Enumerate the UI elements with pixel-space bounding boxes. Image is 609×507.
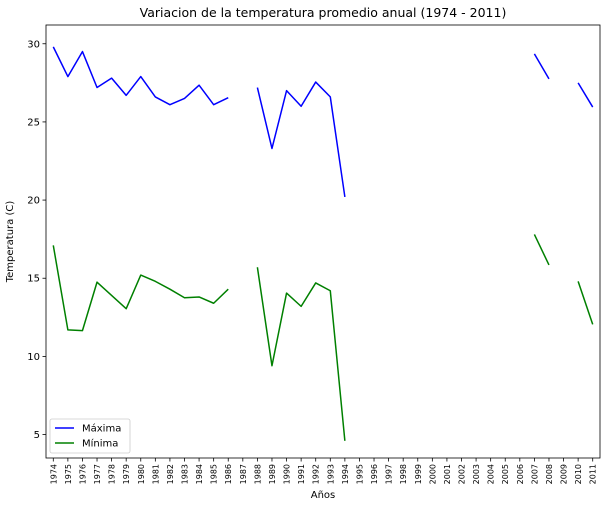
legend: Máxima Mínima (49, 418, 131, 454)
chart-title: Variacion de la temperatura promedio anu… (140, 5, 507, 20)
x-tick-label: 1991 (297, 464, 306, 484)
x-tick-label: 1992 (312, 464, 321, 484)
series-segment (577, 281, 594, 325)
series-line (52, 46, 594, 198)
y-tick-label: 15 (27, 274, 40, 285)
plot-area: 5 10 15 20 25 30 1974 1975 1976 1977 1978 1979 1980 1… (27, 39, 597, 484)
y-tick-label: 20 (27, 196, 40, 207)
y-axis-label: Temperatura (C) (5, 201, 16, 284)
y-tick-label: 30 (27, 39, 40, 50)
legend-label: Mínima (82, 438, 118, 450)
y-tick-label: 25 (27, 117, 40, 128)
x-tick-label: 1974 (49, 464, 58, 484)
x-tick-label: 2005 (501, 464, 510, 484)
series-segment (577, 82, 594, 108)
y-tick-label: 10 (27, 352, 40, 363)
x-tick-label: 1999 (414, 464, 423, 484)
x-tick-label: 1982 (166, 464, 175, 484)
series-segment (533, 53, 550, 80)
x-tick-label: 1978 (108, 464, 117, 484)
x-tick-label: 1990 (283, 464, 292, 484)
x-axis-label: Años (311, 490, 336, 501)
x-tick-label: 2007 (530, 464, 539, 484)
x-tick-label: 2002 (458, 464, 467, 484)
series-segment (52, 46, 229, 106)
legend-label: Máxima (82, 423, 121, 435)
x-tick-label: 1983 (181, 464, 190, 484)
plot-frame (45, 24, 601, 459)
x-tick-label: 1975 (64, 464, 73, 484)
x-tick-label: 2000 (428, 464, 437, 484)
x-tick-label: 1976 (78, 464, 87, 484)
series-segment (533, 234, 550, 266)
x-tick-label: 1987 (239, 464, 248, 484)
x-tick-label: 1995 (355, 464, 364, 484)
x-tick-label: 1988 (253, 464, 262, 484)
x-tick-label: 1998 (399, 464, 408, 484)
x-tick-label: 1979 (122, 464, 131, 484)
x-tick-label: 1997 (385, 464, 394, 484)
x-tick-label: 1981 (151, 464, 160, 484)
x-tick-label: 1985 (210, 464, 219, 484)
series-segment (256, 267, 346, 441)
x-tick-label: 1993 (326, 464, 335, 484)
x-tick-label: 2003 (472, 464, 481, 484)
x-tick-label: 1989 (268, 464, 277, 484)
series-line (52, 234, 594, 441)
x-tick-label: 1986 (224, 464, 233, 484)
x-tick-label: 2001 (443, 464, 452, 484)
series-segment (256, 81, 346, 198)
y-tick-label: 5 (34, 430, 40, 441)
x-tick-label: 2004 (487, 464, 496, 484)
x-tick-label: 2006 (516, 464, 525, 484)
x-tick-label: 1977 (93, 464, 102, 484)
x-tick-label: 1996 (370, 464, 379, 484)
x-tick-label: 2010 (574, 464, 583, 484)
x-tick-label: 1984 (195, 464, 204, 484)
x-tick-label: 2011 (589, 464, 598, 484)
x-tick-label: 1994 (341, 464, 350, 484)
x-tick-label: 1980 (137, 464, 146, 484)
x-tick-label: 2008 (545, 464, 554, 484)
series-segment (52, 245, 229, 332)
x-tick-label: 2009 (560, 464, 569, 484)
